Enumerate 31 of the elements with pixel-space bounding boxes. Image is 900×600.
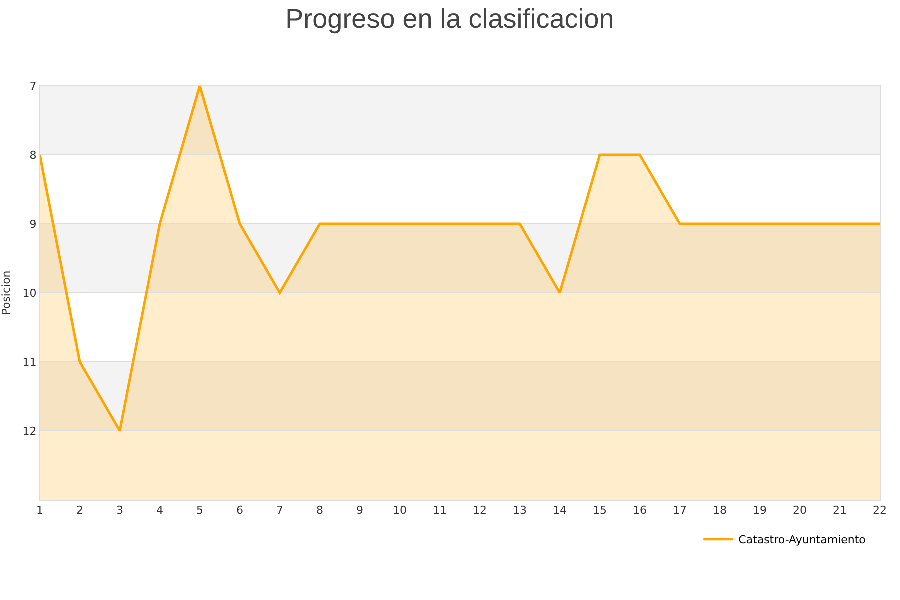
x-tick-label: 9 [356,504,364,518]
x-tick-label: 14 [553,504,567,518]
y-tick-label: 7 [30,80,37,93]
y-tick-label: 9 [30,218,37,231]
x-tick-label: 2 [76,504,84,518]
x-tick-label: 16 [633,504,647,518]
x-tick-label: 4 [156,504,164,518]
x-tick-label: 15 [593,504,607,518]
x-tick-label: 22 [873,504,887,518]
x-tick-label: 7 [276,504,284,518]
x-tick-label: 13 [513,504,527,518]
y-tick-label: 10 [22,286,37,300]
y-tick-label: 8 [30,148,37,162]
x-tick-label: 5 [196,504,204,518]
x-tick-label: 11 [433,504,447,518]
x-tick-label: 3 [116,504,124,518]
x-tick-label: 20 [793,504,807,518]
y-axis-title: Posicion [0,270,13,316]
x-tick-label: 8 [316,504,324,518]
x-tick-label: 19 [753,504,767,518]
y-tick-label: 12 [22,424,37,438]
y-tick-label: 11 [22,356,37,369]
chart-title: Progreso en la clasificacion [286,4,614,34]
legend-label: Catastro-Ayuntamiento [738,534,866,547]
x-tick-label: 12 [473,504,487,518]
x-tick-label: 10 [393,504,407,518]
x-tick-label: 17 [673,504,687,518]
x-tick-label: 1 [36,504,44,518]
x-tick-label: 18 [713,504,727,518]
x-tick-label: 21 [833,504,847,518]
x-tick-label: 6 [236,504,244,518]
